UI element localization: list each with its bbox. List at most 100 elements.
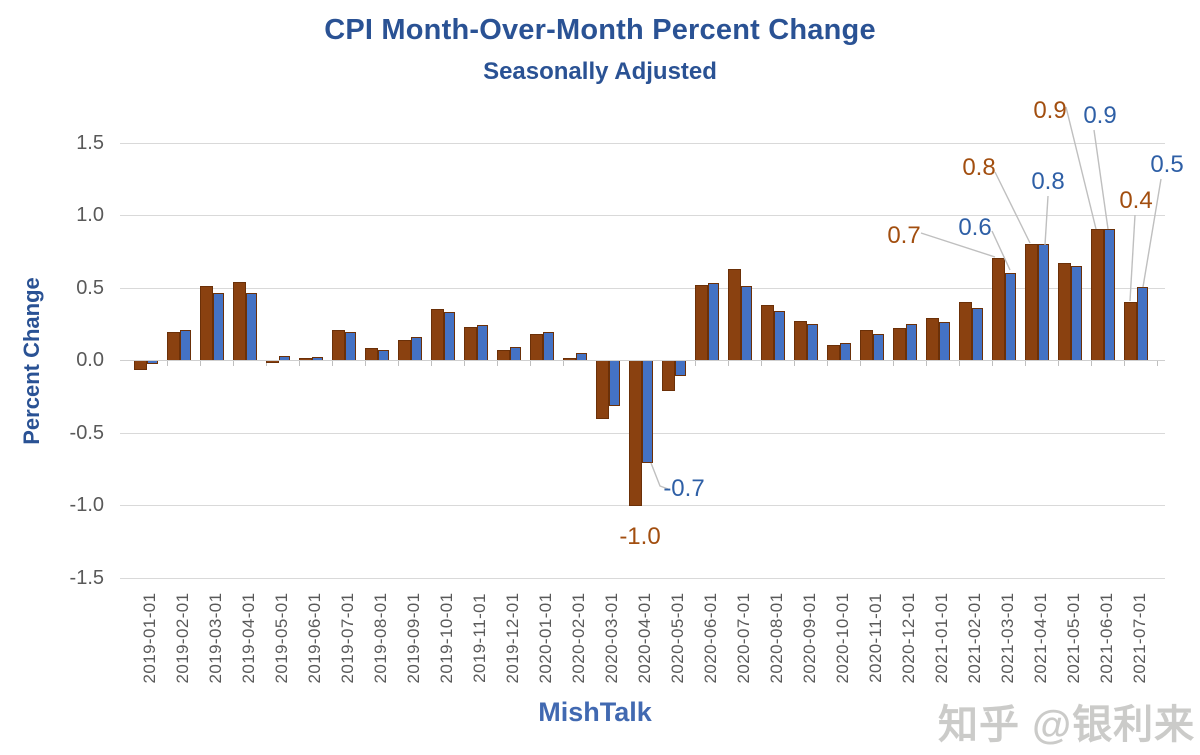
bar-brown-2020-06-01 — [695, 285, 708, 360]
bar-blue-2019-01-01 — [147, 361, 158, 364]
bar-blue-2020-04-01 — [642, 361, 653, 463]
bar-brown-2019-06-01 — [299, 358, 312, 360]
bar-brown-2019-12-01 — [497, 350, 510, 360]
y-tick-label: 1.0 — [76, 204, 104, 226]
x-tick — [992, 361, 993, 366]
x-tick — [959, 361, 960, 366]
bar-blue-2021-05-01 — [1071, 266, 1082, 360]
data-label: 0.9 — [1033, 97, 1067, 124]
x-tick — [266, 361, 267, 366]
bar-brown-2021-03-01 — [992, 258, 1005, 360]
bar-brown-2019-04-01 — [233, 282, 246, 360]
gridline — [120, 215, 1165, 216]
chart-subtitle: Seasonally Adjusted — [483, 58, 717, 85]
bar-blue-2019-05-01 — [279, 356, 290, 360]
y-tick-label: 0.5 — [76, 277, 104, 299]
x-tick — [695, 361, 696, 366]
y-tick-label: -1.5 — [69, 567, 104, 589]
bar-blue-2020-09-01 — [807, 324, 818, 360]
bar-blue-2019-11-01 — [477, 325, 488, 360]
x-tick — [1091, 361, 1092, 366]
x-tick — [1025, 361, 1026, 366]
bar-brown-2020-09-01 — [794, 321, 807, 360]
x-tick — [167, 361, 168, 366]
x-tick — [497, 361, 498, 366]
x-tick — [563, 361, 564, 366]
bar-brown-2019-11-01 — [464, 327, 477, 360]
bar-blue-2021-02-01 — [972, 308, 983, 360]
x-tick — [893, 361, 894, 366]
bar-brown-2020-03-01 — [596, 361, 609, 419]
bar-blue-2019-06-01 — [312, 357, 323, 360]
bar-blue-2019-12-01 — [510, 347, 521, 360]
bar-brown-2020-08-01 — [761, 305, 774, 360]
data-label: 0.8 — [962, 154, 996, 181]
y-tick-label: -1.0 — [69, 494, 104, 516]
x-tick — [530, 361, 531, 366]
bar-blue-2021-04-01 — [1038, 244, 1049, 360]
x-tick — [1058, 361, 1059, 366]
x-tick — [332, 361, 333, 366]
bar-blue-2019-04-01 — [246, 293, 257, 360]
gridline — [120, 505, 1165, 506]
bar-brown-2020-04-01 — [629, 361, 642, 506]
gridline — [120, 578, 1165, 579]
data-label: 0.4 — [1119, 187, 1153, 214]
bar-brown-2020-01-01 — [530, 334, 543, 360]
bar-blue-2020-02-01 — [576, 353, 587, 360]
x-tick — [794, 361, 795, 366]
bar-blue-2020-10-01 — [840, 343, 851, 360]
bar-blue-2020-01-01 — [543, 332, 554, 360]
data-label: 0.5 — [1150, 151, 1184, 178]
bar-blue-2019-08-01 — [378, 350, 389, 360]
x-tick — [233, 361, 234, 366]
x-tick — [860, 361, 861, 366]
y-tick-label: 0.0 — [76, 349, 104, 371]
data-label: 0.7 — [887, 222, 921, 249]
bar-brown-2020-05-01 — [662, 361, 675, 391]
bar-brown-2020-12-01 — [893, 328, 906, 360]
source-label: MishTalk — [538, 697, 652, 727]
bar-brown-2021-06-01 — [1091, 229, 1104, 360]
bar-blue-2019-09-01 — [411, 337, 422, 360]
bar-brown-2019-01-01 — [134, 361, 147, 370]
x-tick — [827, 361, 828, 366]
data-label: 0.8 — [1031, 168, 1065, 195]
bar-blue-2020-12-01 — [906, 324, 917, 360]
data-label: -1.0 — [619, 523, 661, 550]
bar-blue-2020-07-01 — [741, 286, 752, 360]
data-label: 0.9 — [1083, 102, 1117, 129]
bar-blue-2019-03-01 — [213, 293, 224, 360]
bar-blue-2021-01-01 — [939, 322, 950, 360]
chart-title: CPI Month-Over-Month Percent Change — [324, 14, 876, 46]
bar-brown-2019-05-01 — [266, 361, 279, 363]
bar-brown-2020-10-01 — [827, 345, 840, 360]
bar-brown-2019-08-01 — [365, 348, 378, 360]
bar-blue-2021-07-01 — [1137, 287, 1148, 360]
bar-brown-2020-11-01 — [860, 330, 873, 360]
x-tick — [365, 361, 366, 366]
x-tick — [398, 361, 399, 366]
bar-brown-2021-04-01 — [1025, 244, 1038, 360]
x-tick — [761, 361, 762, 366]
gridline — [120, 288, 1165, 289]
bar-brown-2019-10-01 — [431, 309, 444, 360]
bar-blue-2019-07-01 — [345, 332, 356, 360]
bar-brown-2019-07-01 — [332, 330, 345, 360]
x-tick — [431, 361, 432, 366]
y-tick-label: -0.5 — [69, 422, 104, 444]
bar-blue-2021-03-01 — [1005, 273, 1016, 360]
x-tick — [926, 361, 927, 366]
bar-brown-2019-02-01 — [167, 332, 180, 360]
bar-brown-2021-05-01 — [1058, 263, 1071, 360]
x-tick — [728, 361, 729, 366]
bar-brown-2019-09-01 — [398, 340, 411, 360]
bar-blue-2019-10-01 — [444, 312, 455, 360]
x-tick — [464, 361, 465, 366]
watermark: 知乎 @银利来 — [938, 703, 1196, 747]
y-tick-label: 1.5 — [76, 132, 104, 154]
bar-blue-2019-02-01 — [180, 330, 191, 360]
bar-brown-2021-07-01 — [1124, 302, 1137, 360]
